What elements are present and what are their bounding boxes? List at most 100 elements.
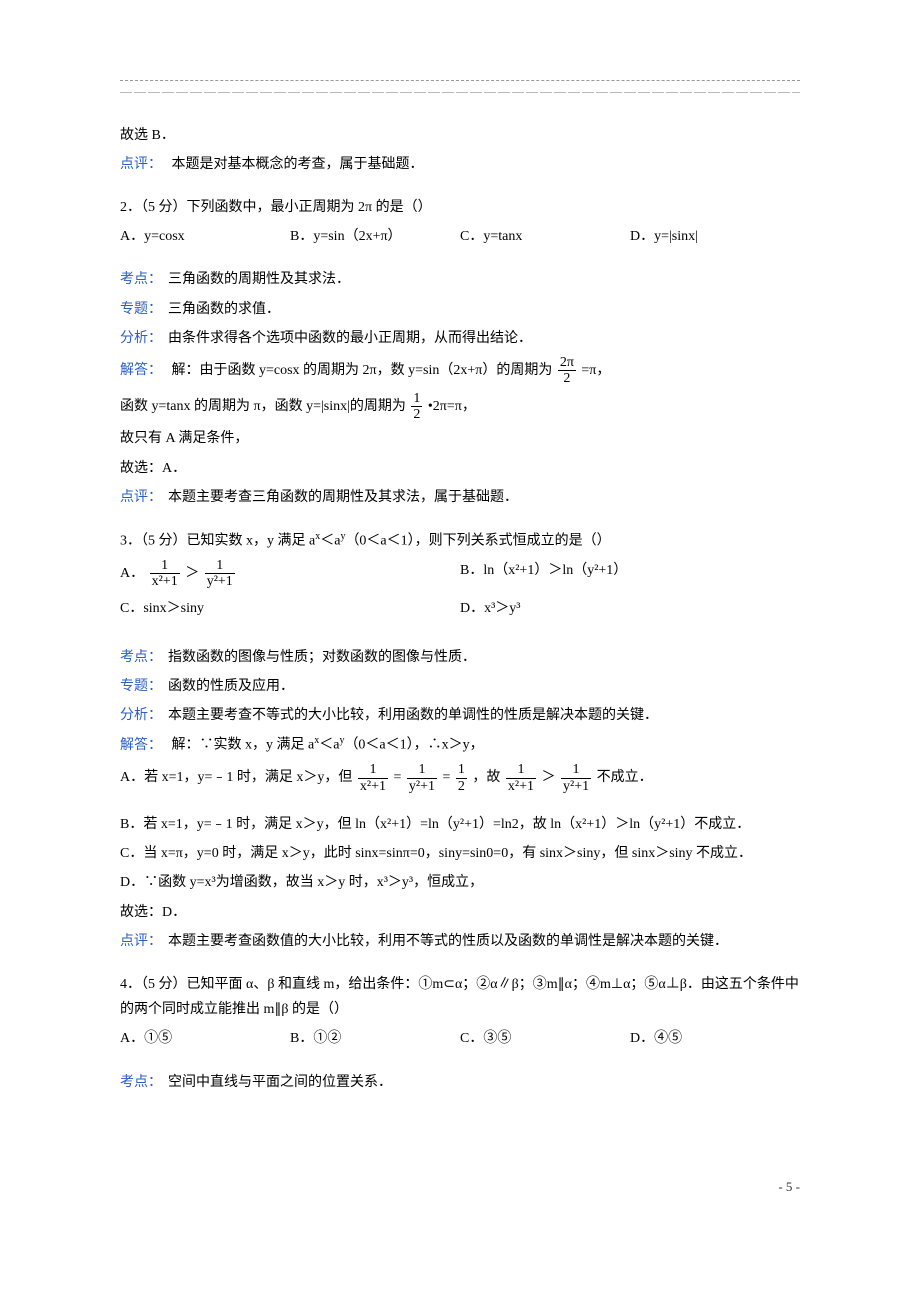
eq-sign: = bbox=[394, 770, 402, 785]
q3-final: 故选：D． bbox=[120, 900, 800, 925]
frac-num: 1 bbox=[150, 558, 180, 574]
q4-opt-a: A．①⑤ bbox=[120, 1026, 290, 1051]
q2-stem: 2．（5 分）下列函数中，最小正周期为 2π 的是（） bbox=[120, 195, 800, 220]
jieda-text: 解：∵实数 x，y 满足 a bbox=[172, 738, 315, 753]
q4-kaodian: 考点：空间中直线与平面之间的位置关系． bbox=[120, 1070, 800, 1095]
fraction: 1y²+1 bbox=[561, 762, 591, 794]
q3-jieda-1: 解答： 解：∵实数 x，y 满足 ax＜ay（0＜a＜1），∴x＞y， bbox=[120, 732, 800, 758]
q2-options: A．y=cosx B．y=sin（2x+π） C．y=tanx D．y=|sin… bbox=[120, 224, 800, 249]
review-label: 点评： bbox=[120, 485, 168, 510]
jieda-text: 解：由于函数 y=cosx 的周期为 2π，数 y=sin（2x+π）的周期为 bbox=[172, 363, 553, 378]
review-label: 点评： bbox=[120, 152, 168, 177]
q2-jieda-2: 函数 y=tanx 的周期为 π，函数 y=|sinx|的周期为 12 •2π=… bbox=[120, 391, 800, 423]
q4-options: A．①⑤ B．①② C．③⑤ D．④⑤ bbox=[120, 1026, 800, 1051]
zhuanti-text: 三角函数的求值． bbox=[168, 302, 280, 317]
q3-options: A． 1x²+1 ＞ 1y²+1 B．ln（x²+1）＞ln（y²+1） C．s… bbox=[120, 558, 800, 627]
fraction-half: 12 bbox=[411, 391, 422, 423]
fenxi-label: 分析： bbox=[120, 703, 168, 728]
frac-num: 1 bbox=[561, 762, 591, 778]
frac-den: y²+1 bbox=[407, 779, 437, 794]
q2-opt-b: B．y=sin（2x+π） bbox=[290, 224, 460, 249]
frac-num: 1 bbox=[456, 762, 467, 778]
q2-opt-a: A．y=cosx bbox=[120, 224, 290, 249]
jieda-text: 函数 y=tanx 的周期为 π，函数 y=|sinx|的周期为 bbox=[120, 399, 406, 414]
kaodian-label: 考点： bbox=[120, 1070, 168, 1095]
q3-opt-d: D．x³＞y³ bbox=[460, 596, 800, 621]
fenxi-label: 分析： bbox=[120, 326, 168, 351]
stem-part: （0＜a＜1），则下列关系式恒成立的是（） bbox=[345, 534, 610, 549]
stem-part: 3．（5 分）已知实数 x，y 满足 a bbox=[120, 534, 315, 549]
review-text: 本题是对基本概念的考查，属于基础题． bbox=[172, 157, 424, 172]
frac-den: 2 bbox=[411, 407, 422, 422]
jieda-text: •2π=π， bbox=[428, 399, 476, 414]
frac-den: x²+1 bbox=[358, 779, 388, 794]
jieda-text: ＜a bbox=[319, 738, 339, 753]
prev-answer: 故选 B． bbox=[120, 123, 800, 148]
q2-jieda-3: 故只有 A 满足条件， bbox=[120, 426, 800, 451]
q4-opt-c: C．③⑤ bbox=[460, 1026, 630, 1051]
kaodian-text: 三角函数的周期性及其求法． bbox=[168, 272, 350, 287]
q3-opt-c: C．sinx＞siny bbox=[120, 596, 460, 621]
stem-part: ＜a bbox=[320, 534, 340, 549]
review-text: 本题主要考查函数值的大小比较，利用不等式的性质以及函数的单调性是解决本题的关键． bbox=[168, 934, 728, 949]
q2-jieda-1: 解答： 解：由于函数 y=cosx 的周期为 2π，数 y=sin（2x+π）的… bbox=[120, 355, 800, 387]
q3-zhuanti: 专题：函数的性质及应用． bbox=[120, 674, 800, 699]
kaodian-text: 空间中直线与平面之间的位置关系． bbox=[168, 1075, 392, 1090]
q4-stem: 4．（5 分）已知平面 α、β 和直线 m，给出条件：①m⊂α；②α∥β；③m∥… bbox=[120, 972, 800, 1022]
page-divider: ————————————————————————————————————————… bbox=[120, 80, 800, 103]
kaodian-text: 指数函数的图像与性质；对数函数的图像与性质． bbox=[168, 650, 476, 665]
frac-num: 1 bbox=[407, 762, 437, 778]
frac-num: 1 bbox=[205, 558, 235, 574]
page-footer: - 5 - bbox=[120, 1175, 800, 1198]
q3-stem: 3．（5 分）已知实数 x，y 满足 ax＜ay（0＜a＜1），则下列关系式恒成… bbox=[120, 528, 800, 554]
frac-den: x²+1 bbox=[150, 574, 180, 589]
jieda-text: 不成立． bbox=[597, 770, 653, 785]
fraction: 1y²+1 bbox=[205, 558, 235, 590]
jieda-label: 解答： bbox=[120, 358, 168, 383]
q4-opt-d: D．④⑤ bbox=[630, 1026, 800, 1051]
q2-zhuanti: 专题：三角函数的求值． bbox=[120, 297, 800, 322]
opt-label: A． bbox=[120, 566, 144, 581]
q2-opt-d: D．y=|sinx| bbox=[630, 224, 800, 249]
kaodian-label: 考点： bbox=[120, 267, 168, 292]
frac-den: x²+1 bbox=[506, 779, 536, 794]
jieda-text: A．若 x=1，y=﹣1 时，满足 x＞y，但 bbox=[120, 770, 352, 785]
frac-num: 2π bbox=[558, 355, 576, 371]
q2-fenxi: 分析：由条件求得各个选项中函数的最小正周期，从而得出结论． bbox=[120, 326, 800, 351]
fraction: 1x²+1 bbox=[358, 762, 388, 794]
jieda-text: ，故 bbox=[472, 770, 500, 785]
frac-num: 1 bbox=[506, 762, 536, 778]
frac-num: 1 bbox=[358, 762, 388, 778]
kaodian-label: 考点： bbox=[120, 645, 168, 670]
fraction: 12 bbox=[456, 762, 467, 794]
q2-jieda-4: 故选：A． bbox=[120, 456, 800, 481]
zhuanti-label: 专题： bbox=[120, 674, 168, 699]
q2-review: 点评：本题主要考查三角函数的周期性及其求法，属于基础题． bbox=[120, 485, 800, 510]
q3-review: 点评：本题主要考查函数值的大小比较，利用不等式的性质以及函数的单调性是解决本题的… bbox=[120, 929, 800, 954]
q3-opt-a: A． 1x²+1 ＞ 1y²+1 bbox=[120, 558, 460, 590]
gt-sign: ＞ bbox=[542, 770, 556, 785]
frac-num: 1 bbox=[411, 391, 422, 407]
fenxi-text: 本题主要考查不等式的大小比较，利用函数的单调性的性质是解决本题的关键． bbox=[168, 708, 658, 723]
q3-opt-b: B．ln（x²+1）＞ln（y²+1） bbox=[460, 558, 800, 590]
zhuanti-text: 函数的性质及应用． bbox=[168, 679, 294, 694]
zhuanti-label: 专题： bbox=[120, 297, 168, 322]
jieda-label: 解答： bbox=[120, 733, 168, 758]
q3-jieda-d: D．∵函数 y=x³为增函数，故当 x＞y 时，x³＞y³，恒成立， bbox=[120, 870, 800, 895]
q3-fenxi: 分析：本题主要考查不等式的大小比较，利用函数的单调性的性质是解决本题的关键． bbox=[120, 703, 800, 728]
q2-kaodian: 考点：三角函数的周期性及其求法． bbox=[120, 267, 800, 292]
eq-sign: = bbox=[443, 770, 451, 785]
review-label: 点评： bbox=[120, 929, 168, 954]
frac-den: 2 bbox=[558, 371, 576, 386]
frac-den: y²+1 bbox=[205, 574, 235, 589]
q3-jieda-a: A．若 x=1，y=﹣1 时，满足 x＞y，但 1x²+1 = 1y²+1 = … bbox=[120, 762, 800, 794]
q3-jieda-c: C．当 x=π，y=0 时，满足 x＞y，此时 sinx=sinπ=0，siny… bbox=[120, 841, 800, 866]
jieda-text: =π， bbox=[581, 363, 610, 378]
q2-opt-c: C．y=tanx bbox=[460, 224, 630, 249]
frac-den: 2 bbox=[456, 779, 467, 794]
fraction: 1y²+1 bbox=[407, 762, 437, 794]
prev-review: 点评： 本题是对基本概念的考查，属于基础题． bbox=[120, 152, 800, 177]
frac-den: y²+1 bbox=[561, 779, 591, 794]
jieda-text: （0＜a＜1），∴x＞y， bbox=[344, 738, 483, 753]
fenxi-text: 由条件求得各个选项中函数的最小正周期，从而得出结论． bbox=[168, 331, 532, 346]
